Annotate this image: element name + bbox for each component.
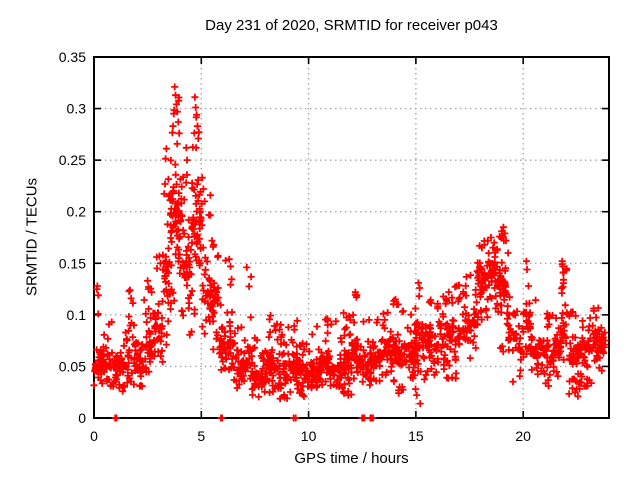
- y-tick-label: 0: [78, 410, 86, 426]
- y-tick-label: 0.35: [59, 49, 86, 65]
- x-tick-label: 10: [301, 428, 317, 444]
- scatter-points: [90, 83, 609, 422]
- y-tick-label: 0.2: [67, 204, 87, 220]
- x-tick-label: 0: [90, 428, 98, 444]
- y-tick-label: 0.1: [67, 307, 87, 323]
- x-tick-label: 20: [515, 428, 531, 444]
- x-tick-label: 5: [197, 428, 205, 444]
- y-tick-label: 0.3: [67, 101, 87, 117]
- chart-title: Day 231 of 2020, SRMTID for receiver p04…: [205, 17, 498, 34]
- y-tick-label: 0.15: [59, 255, 86, 271]
- y-tick-label: 0.25: [59, 152, 86, 168]
- plot-border: [93, 56, 610, 419]
- x-axis-title: GPS time / hours: [294, 450, 409, 467]
- x-tick-label: 15: [408, 428, 424, 444]
- y-tick-label: 0.05: [59, 358, 86, 374]
